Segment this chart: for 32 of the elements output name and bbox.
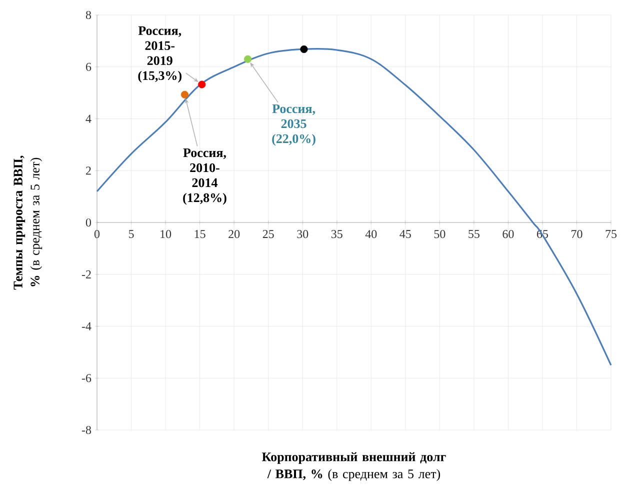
x-tick-label: 20 <box>228 230 240 238</box>
x-tick-label: 40 <box>365 230 377 238</box>
x-tick-label: 25 <box>262 230 274 238</box>
y-tick-label: 0 <box>86 218 92 227</box>
x-tick-label: 60 <box>502 230 514 238</box>
x-axis-title: Корпоративный внешний долг / ВВП, % (в среднем за 5 лет) <box>262 452 446 481</box>
annotation: Россия, 2035 (22,0%) <box>272 104 316 146</box>
y-tick-label: -4 <box>82 322 92 330</box>
y-tick-label: -2 <box>82 270 91 278</box>
x-tick-label: 45 <box>400 230 411 238</box>
point <box>244 55 252 63</box>
x-tick-label: 70 <box>572 230 582 238</box>
x-tick-label: 55 <box>468 230 480 238</box>
point <box>198 80 206 88</box>
y-tick-label: -6 <box>82 374 92 382</box>
x-tick-label: 35 <box>331 230 342 238</box>
point <box>300 45 308 54</box>
x-tick-label: 75 <box>606 230 617 238</box>
x-tick-label: 5 <box>128 230 134 238</box>
x-tick-label: 0 <box>94 230 100 238</box>
x-tick-label: 30 <box>297 230 308 238</box>
point <box>180 90 189 98</box>
y-tick-label: 8 <box>86 10 92 20</box>
x-tick-label: 10 <box>160 230 172 238</box>
y-tick-label: 6 <box>86 62 92 71</box>
annotation: Россия, 2015-2019 (15,3%) <box>138 26 182 83</box>
x-tick-label: 50 <box>434 230 446 238</box>
y-tick-label: 4 <box>86 114 92 123</box>
annotation: Россия, 2010-2014 (12,8%) <box>183 148 226 205</box>
y-tick-label: 2 <box>86 166 91 175</box>
x-tick-label: 15 <box>194 230 206 238</box>
y-tick-label: -8 <box>82 426 92 434</box>
